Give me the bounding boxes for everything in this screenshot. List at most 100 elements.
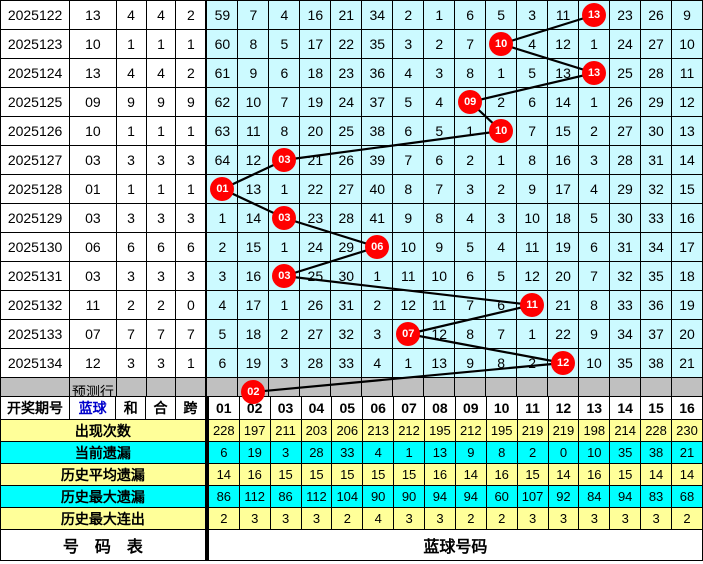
miss-count-cell: 1 [485, 58, 518, 88]
miss-count-value: 6 [528, 94, 537, 110]
stats-value: 4 [362, 441, 395, 464]
miss-count-value: 28 [338, 210, 355, 226]
miss-count-value: 12 [431, 326, 447, 342]
red-ball-marker: 01 [210, 177, 235, 201]
miss-count-cell: 7 [516, 116, 549, 146]
miss-count-cell: 16 [299, 0, 332, 30]
stats-value: 16 [485, 463, 518, 486]
miss-count-cell: 8 [237, 29, 270, 59]
miss-count-cell: 5 [516, 58, 549, 88]
miss-count-cell: 3 [423, 58, 456, 88]
miss-count-value: 1 [497, 65, 506, 81]
miss-count-cell: 2 [578, 116, 611, 146]
miss-count-value: 6 [435, 152, 444, 168]
stats-value: 15 [331, 463, 364, 486]
miss-count-cell: 3 [485, 203, 518, 233]
draw-row: 2025130 06 6 6 6 2 15 1 24 29 06 10 9 5 4 11 19 6 31 34 17 [0, 232, 703, 262]
hit-ball-cell: 12 [547, 348, 580, 378]
miss-count-cell: 17 [670, 232, 703, 262]
miss-count-cell: 27 [640, 29, 672, 59]
stats-row-label: 出现次数 [0, 419, 207, 442]
miss-count-cell: 9 [516, 174, 549, 204]
miss-count-cell: 8 [454, 58, 487, 88]
miss-count-cell: 28 [330, 203, 363, 233]
blue-ball-number: 01 [69, 174, 117, 204]
miss-count-cell: 2 [206, 232, 239, 262]
stats-value: 15 [269, 463, 302, 486]
stats-value: 198 [578, 419, 611, 442]
header-ball-04: 04 [300, 396, 333, 420]
miss-count-cell: 1 [578, 87, 611, 117]
miss-count-value: 4 [528, 36, 537, 52]
miss-count-value: 11 [555, 7, 571, 23]
miss-count-value: 30 [648, 123, 664, 139]
miss-count-value: 18 [307, 65, 324, 81]
miss-count-cell: 6 [423, 145, 456, 175]
miss-count-cell: 25 [330, 116, 363, 146]
miss-count-cell: 12 [547, 29, 580, 59]
issue-number: 2025134 [0, 348, 71, 378]
miss-count-cell: 8 [485, 348, 518, 378]
statistics-table: 开奖期号 蓝球和合跨 01 02 03 04 05 06 07 08 09 10 11 12 13 14 15 1… [0, 396, 703, 561]
stats-value: 195 [485, 419, 518, 442]
miss-count-value: 20 [555, 268, 571, 284]
miss-count-cell: 9 [454, 348, 487, 378]
miss-count-value: 21 [679, 355, 695, 371]
miss-count-cell: 22 [330, 29, 363, 59]
miss-count-value: 4 [590, 181, 598, 197]
stats-value: 2 [207, 507, 240, 530]
miss-count-value: 32 [648, 181, 664, 197]
he-value: 3 [145, 348, 177, 378]
span-value: 1 [175, 29, 207, 59]
stats-value: 3 [516, 507, 549, 530]
miss-count-cell: 7 [268, 87, 301, 117]
miss-count-cell: 23 [609, 0, 642, 30]
miss-count-value: 10 [524, 210, 540, 226]
miss-count-cell: 62 [206, 87, 239, 117]
header-ball-07: 07 [393, 396, 425, 420]
miss-count-value: 27 [338, 181, 355, 197]
miss-count-cell: 5 [206, 319, 239, 349]
sum-value: 1 [115, 116, 147, 146]
miss-count-cell: 1 [516, 319, 549, 349]
issue-number: 2025131 [0, 261, 71, 291]
issue-number: 2025126 [0, 116, 71, 146]
footer-row: 号 码 表蓝球号码 [0, 529, 703, 561]
stats-value: 3 [393, 507, 425, 530]
issue-number: 2025122 [0, 0, 71, 30]
draw-row: 2025132 11 2 2 0 4 17 1 26 31 2 12 11 7 6 11 21 8 33 36 19 [0, 290, 703, 320]
hit-ball-cell: 11 [516, 290, 549, 320]
miss-count-cell: 6 [268, 58, 301, 88]
miss-count-value: 25 [307, 268, 324, 284]
span-value: 3 [175, 203, 207, 233]
miss-count-value: 9 [404, 210, 413, 226]
miss-count-value: 31 [648, 152, 664, 168]
sum-value: 3 [115, 145, 147, 175]
miss-count-cell: 40 [361, 174, 394, 204]
miss-count-cell: 10 [578, 348, 611, 378]
hit-ball-cell: 01 [206, 174, 239, 204]
miss-count-value: 8 [435, 210, 444, 226]
miss-count-value: 40 [369, 181, 386, 197]
miss-count-value: 1 [218, 210, 227, 226]
miss-count-cell: 4 [361, 348, 394, 378]
miss-count-value: 6 [218, 355, 227, 371]
miss-count-cell: 61 [206, 58, 239, 88]
sum-value: 3 [115, 261, 147, 291]
stats-value: 10 [578, 441, 611, 464]
miss-count-cell: 1 [361, 261, 394, 291]
miss-count-cell: 33 [609, 290, 642, 320]
stats-value: 16 [424, 463, 456, 486]
miss-count-value: 11 [431, 297, 447, 313]
header-ball-11: 11 [516, 396, 549, 420]
stats-value: 15 [362, 463, 395, 486]
miss-count-value: 9 [683, 7, 691, 23]
miss-count-value: 1 [404, 355, 413, 371]
miss-count-value: 11 [524, 239, 540, 255]
stats-value: 0 [547, 441, 580, 464]
miss-count-cell: 15 [670, 174, 703, 204]
miss-count-value: 4 [404, 65, 413, 81]
stats-value: 3 [269, 441, 302, 464]
miss-count-cell: 17 [237, 290, 270, 320]
span-value: 9 [175, 87, 207, 117]
